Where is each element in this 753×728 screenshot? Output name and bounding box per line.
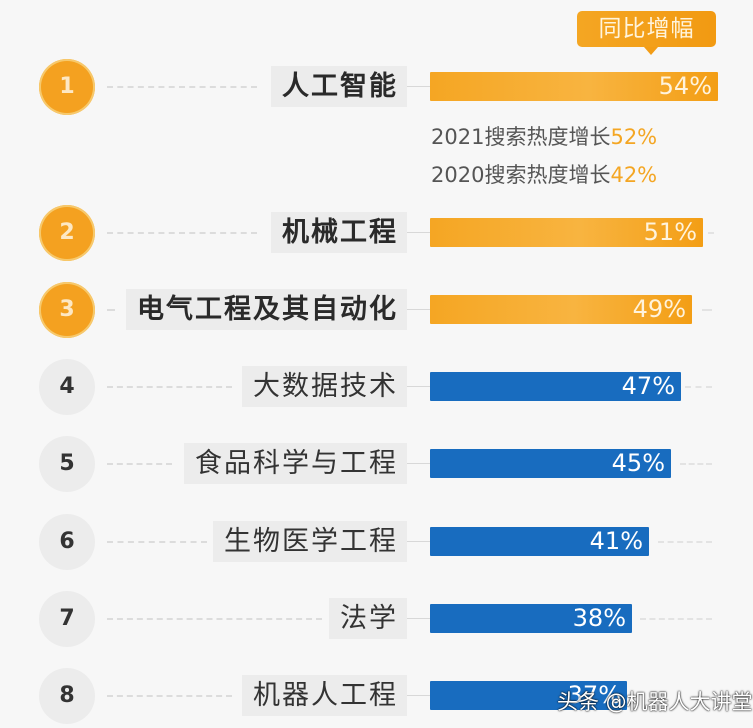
major-label: 大数据技术 xyxy=(242,366,407,407)
chart-row-6: 6 生物医学工程 41% xyxy=(0,512,753,572)
dashed-trailer xyxy=(702,309,712,311)
rank-badge: 5 xyxy=(39,436,95,492)
connector-line xyxy=(407,232,430,233)
dashed-trailer xyxy=(640,618,712,620)
connector-line xyxy=(407,309,430,310)
source-watermark: 头条 @机器人大讲堂 xyxy=(557,690,753,714)
chart-row-7: 7 法学 38% xyxy=(0,589,753,649)
major-label: 机械工程 xyxy=(271,212,407,253)
value-bar: 37% xyxy=(430,681,627,710)
chart-row-3: 3 电气工程及其自动化 49% xyxy=(0,280,753,340)
connector-line xyxy=(407,386,430,387)
chart-row-5: 5 食品科学与工程 45% xyxy=(0,434,753,494)
value-bar: 54% xyxy=(430,72,718,101)
connector-line xyxy=(407,86,430,87)
connector-line xyxy=(407,618,430,619)
yoy-growth-callout: 同比增幅 xyxy=(577,11,716,55)
dashed-leader xyxy=(107,695,232,697)
major-label: 生物医学工程 xyxy=(213,521,407,562)
search-heat-note-2020: 2020搜索热度增长42% xyxy=(431,163,658,187)
rank-badge: 6 xyxy=(39,514,95,570)
dashed-leader xyxy=(107,386,232,388)
rank-badge: 4 xyxy=(39,359,95,415)
dashed-leader xyxy=(107,463,172,465)
dashed-leader xyxy=(107,618,322,620)
dashed-trailer xyxy=(708,232,714,234)
major-label: 人工智能 xyxy=(271,66,407,107)
chart-row-8: 8 机器人工程 37% xyxy=(0,666,753,726)
major-label: 机器人工程 xyxy=(242,675,407,716)
value-bar: 51% xyxy=(430,218,703,247)
chart-row-2: 2 机械工程 51% xyxy=(0,203,753,263)
dashed-trailer xyxy=(658,541,712,543)
rank-badge: 3 xyxy=(39,282,95,338)
value-bar: 49% xyxy=(430,295,692,324)
dashed-leader xyxy=(107,541,207,543)
dashed-trailer xyxy=(685,386,712,388)
major-label: 电气工程及其自动化 xyxy=(126,289,407,330)
rank-badge: 7 xyxy=(39,591,95,647)
rank-badge: 2 xyxy=(39,205,95,261)
search-heat-note-2021: 2021搜索热度增长52% xyxy=(431,125,658,149)
dashed-leader xyxy=(107,309,115,311)
value-bar: 41% xyxy=(430,527,649,556)
value-bar: 38% xyxy=(430,604,632,633)
rank-badge: 1 xyxy=(39,59,95,115)
chart-row-4: 4 大数据技术 47% xyxy=(0,357,753,417)
chart-row-1: 1 人工智能 54% xyxy=(0,57,753,117)
major-label: 食品科学与工程 xyxy=(184,443,407,484)
connector-line xyxy=(407,695,430,696)
rank-badge: 8 xyxy=(39,668,95,724)
value-bar: 47% xyxy=(430,372,681,401)
value-bar: 45% xyxy=(430,449,671,478)
connector-line xyxy=(407,541,430,542)
dashed-trailer xyxy=(680,463,712,465)
connector-line xyxy=(407,463,430,464)
major-label: 法学 xyxy=(329,598,407,639)
dashed-leader xyxy=(107,232,257,234)
dashed-leader xyxy=(107,86,257,88)
